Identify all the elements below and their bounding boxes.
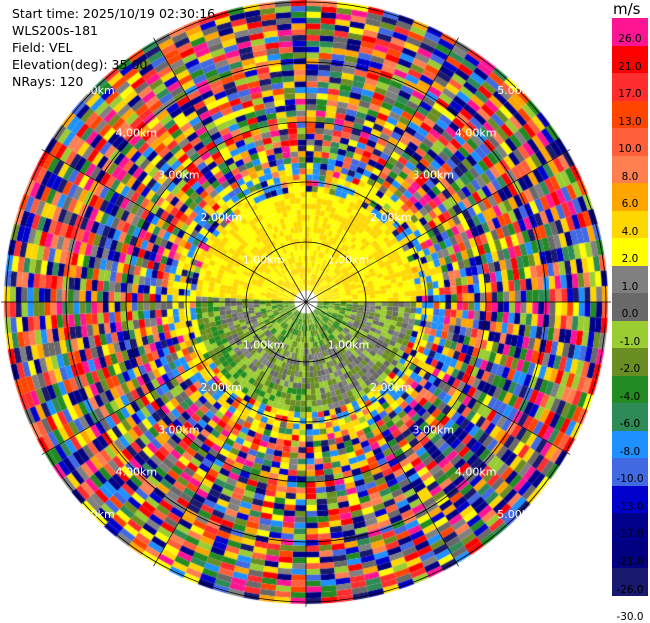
colorbar-segment: [612, 458, 648, 487]
range-ring-label: 3.00km: [412, 169, 454, 182]
colorbar-segment: [612, 265, 648, 294]
colorbar-tick-label: -30.0: [616, 611, 644, 623]
colorbar-tick-label: 2.0: [621, 253, 639, 266]
range-ring-label: 5.00km: [497, 84, 539, 97]
range-ring-label: 5.00km: [73, 508, 115, 521]
colorbar-tick-label: -2.0: [619, 363, 641, 376]
colorbar-segment: [612, 403, 648, 432]
colorbar-tick-label: 1.0: [621, 280, 639, 293]
colorbar-tick-label: -4.0: [619, 390, 641, 403]
colorbar-segment: [612, 183, 648, 212]
azimuth-spoke: [305, 149, 571, 303]
field-text: Field: VEL: [12, 40, 73, 55]
range-ring-label: 2.00km: [370, 211, 412, 224]
azimuth-spoke: [153, 37, 307, 303]
nrays-text: NRays: 120: [12, 74, 84, 89]
colorbar-tick-label: -1.0: [619, 335, 641, 348]
range-ring-label: 3.00km: [412, 423, 454, 436]
colorbar-unit: m/s: [613, 0, 641, 18]
elevation-text: Elevation(deg): 35.00: [12, 57, 148, 72]
range-ring-label: 1.00km: [243, 338, 285, 351]
colorbar-segment: [612, 375, 648, 404]
colorbar-segment: [612, 18, 648, 47]
range-ring-label: 1.00km: [243, 254, 285, 267]
colorbar-segment: [612, 485, 648, 514]
range-ring-label: 1.00km: [328, 338, 370, 351]
range-ring-label: 4.00km: [116, 466, 158, 479]
info-panel: Start time: 2025/10/19 02:30:16 WLS200s-…: [12, 5, 215, 90]
colorbar-segment: [612, 155, 648, 184]
colorbar-segment: [612, 238, 648, 267]
range-ring-label: 5.00km: [73, 84, 115, 97]
start-time-text: Start time: 2025/10/19 02:30:16: [12, 6, 216, 21]
range-ring-label: 2.00km: [370, 381, 412, 394]
colorbar-segment: [612, 293, 648, 322]
range-ring-label: 4.00km: [455, 126, 497, 139]
azimuth-spoke: [41, 301, 307, 455]
colorbar-tick-label: 0.0: [621, 308, 639, 321]
colorbar-segment: [612, 320, 648, 349]
range-ring-label: 2.00km: [200, 211, 242, 224]
colorbar-tick-label: -13.0: [616, 500, 644, 513]
colorbar-tick-label: 13.0: [618, 115, 642, 128]
azimuth-spoke: [305, 301, 571, 455]
range-ring-label: 4.00km: [116, 126, 158, 139]
colorbar-tick-label: -26.0: [616, 583, 644, 596]
colorbar-tick-label: 6.0: [621, 198, 639, 211]
colorbar-segment: [612, 73, 648, 102]
colorbar-tick-label: 21.0: [618, 60, 642, 73]
range-ring-label: 3.00km: [158, 423, 200, 436]
colorbar-segment: [612, 540, 648, 569]
colorbar-tick-label: 8.0: [621, 170, 639, 183]
colorbar-tick-label: -21.0: [616, 555, 644, 568]
colorbar-tick-label: 4.0: [621, 225, 639, 238]
colorbar-segment: [612, 513, 648, 542]
range-ring-label: 4.00km: [455, 466, 497, 479]
colorbar-tick-label: 26.0: [618, 33, 642, 46]
colorbar-tick-label: -17.0: [616, 528, 644, 541]
ppi-velocity-plot: [0, 0, 650, 610]
colorbar-segment: [612, 568, 648, 597]
range-ring-label: 2.00km: [200, 381, 242, 394]
colorbar-segment: [612, 128, 648, 157]
colorbar-tick-label: -10.0: [616, 473, 644, 486]
ppi-overlay: 1.00km 1.00km 1.00km 1.00km 2.00km 2.00km 2.00…: [1, 0, 611, 607]
range-ring-label: 1.00km: [328, 254, 370, 267]
colorbar-tick-label: 10.0: [618, 143, 642, 156]
colorbar-segment: [612, 430, 648, 459]
colorbar-tick-label: -8.0: [619, 445, 641, 458]
colorbar-segment: [612, 100, 648, 129]
range-ring-label: 5.00km: [497, 508, 539, 521]
azimuth-spoke: [305, 37, 459, 303]
azimuth-spoke: [305, 301, 459, 567]
colorbar-tick-label: -6.0: [619, 418, 641, 431]
azimuth-spoke: [153, 301, 307, 567]
colorbar-segment: [612, 210, 648, 239]
colorbar-segment: [612, 348, 648, 377]
colorbar-tick-label: 17.0: [618, 88, 642, 101]
azimuth-spoke: [41, 149, 307, 303]
station-text: WLS200s-181: [12, 23, 98, 38]
range-ring-label: 3.00km: [158, 169, 200, 182]
colorbar-segment: [612, 45, 648, 74]
